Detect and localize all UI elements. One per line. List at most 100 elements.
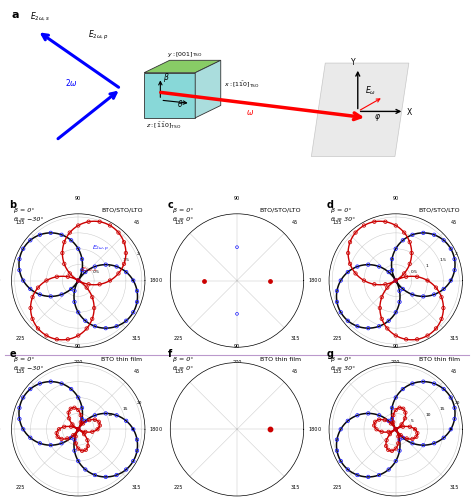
Point <box>387 419 395 427</box>
Point <box>399 236 407 244</box>
Point <box>440 285 447 293</box>
Point <box>36 439 44 447</box>
Point <box>133 287 141 295</box>
Point <box>120 238 128 246</box>
Point <box>79 419 87 427</box>
Point <box>102 473 109 481</box>
Point <box>94 425 101 433</box>
Point <box>36 291 44 299</box>
Point <box>78 404 86 412</box>
Point <box>382 280 389 288</box>
Point <box>401 414 409 422</box>
Point <box>74 425 82 433</box>
Point <box>129 308 137 316</box>
Point <box>383 436 391 444</box>
Point <box>396 298 403 306</box>
Text: BTO/STO/LTO: BTO/STO/LTO <box>101 208 143 213</box>
Text: BTO/STO/LTO: BTO/STO/LTO <box>419 208 460 213</box>
Point <box>383 442 390 450</box>
Point <box>394 439 402 447</box>
Point <box>89 293 96 301</box>
Point <box>67 434 75 442</box>
Point <box>392 457 400 465</box>
Point <box>16 255 23 263</box>
Text: β = 0°: β = 0° <box>331 208 352 213</box>
Point <box>413 273 421 281</box>
Point <box>383 284 391 292</box>
Point <box>409 291 416 299</box>
Point <box>451 266 458 274</box>
Point <box>82 465 89 473</box>
Point <box>74 393 82 401</box>
Point <box>47 229 55 237</box>
Point <box>69 420 76 428</box>
Point <box>266 277 274 285</box>
Text: $z: [\bar{1}\bar{1}0]_{\rm TSO}$: $z: [\bar{1}\bar{1}0]_{\rm TSO}$ <box>146 120 182 130</box>
Point <box>373 425 380 433</box>
Point <box>409 380 416 388</box>
Point <box>438 293 445 301</box>
Text: $y: [001]_{\rm TSO}$: $y: [001]_{\rm TSO}$ <box>167 51 203 60</box>
Point <box>388 255 396 263</box>
Point <box>392 332 400 340</box>
Point <box>401 228 408 236</box>
Point <box>392 277 400 285</box>
Point <box>80 430 88 438</box>
Point <box>47 293 55 301</box>
Point <box>388 266 396 274</box>
Point <box>27 236 34 244</box>
Point <box>396 287 403 295</box>
Point <box>392 425 400 433</box>
Point <box>85 416 93 424</box>
Point <box>447 425 455 433</box>
Point <box>413 429 421 437</box>
Point <box>47 378 55 386</box>
Point <box>133 447 141 455</box>
Polygon shape <box>311 63 409 156</box>
Point <box>65 414 73 422</box>
Point <box>70 431 77 439</box>
Point <box>122 268 130 276</box>
Point <box>399 385 407 393</box>
Point <box>74 425 82 433</box>
Point <box>370 421 378 429</box>
Point <box>398 420 405 428</box>
Text: g: g <box>327 349 334 359</box>
Point <box>432 284 440 292</box>
Point <box>365 324 372 332</box>
Point <box>78 266 86 274</box>
Point <box>89 315 96 323</box>
Point <box>419 378 427 386</box>
Point <box>392 277 400 285</box>
Point <box>129 425 137 433</box>
Point <box>19 277 27 285</box>
Point <box>29 315 36 323</box>
Text: $x: [1\bar{1}0]_{\rm TSO}$: $x: [1\bar{1}0]_{\rm TSO}$ <box>225 79 260 89</box>
Point <box>354 411 361 419</box>
Point <box>82 417 89 425</box>
Text: $E_{2\omega,p}$: $E_{2\omega,p}$ <box>91 243 109 254</box>
Point <box>61 260 68 268</box>
Point <box>392 277 400 285</box>
Point <box>388 404 396 412</box>
Point <box>375 471 383 479</box>
Point <box>381 416 389 424</box>
Point <box>122 465 130 473</box>
Point <box>71 404 78 412</box>
Text: θ = −30°: θ = −30° <box>14 217 44 222</box>
Point <box>74 245 82 253</box>
Point <box>384 446 392 454</box>
Point <box>74 457 82 465</box>
Point <box>233 243 241 251</box>
Point <box>74 221 82 229</box>
Point <box>337 308 345 316</box>
Polygon shape <box>144 73 195 118</box>
Text: e: e <box>9 349 16 359</box>
Text: β = 0°: β = 0° <box>14 357 34 362</box>
Point <box>36 231 44 239</box>
Text: X: X <box>407 108 412 117</box>
Text: θ = −30°: θ = −30° <box>14 366 44 371</box>
Point <box>399 285 407 293</box>
Point <box>385 417 392 425</box>
Point <box>102 261 109 269</box>
